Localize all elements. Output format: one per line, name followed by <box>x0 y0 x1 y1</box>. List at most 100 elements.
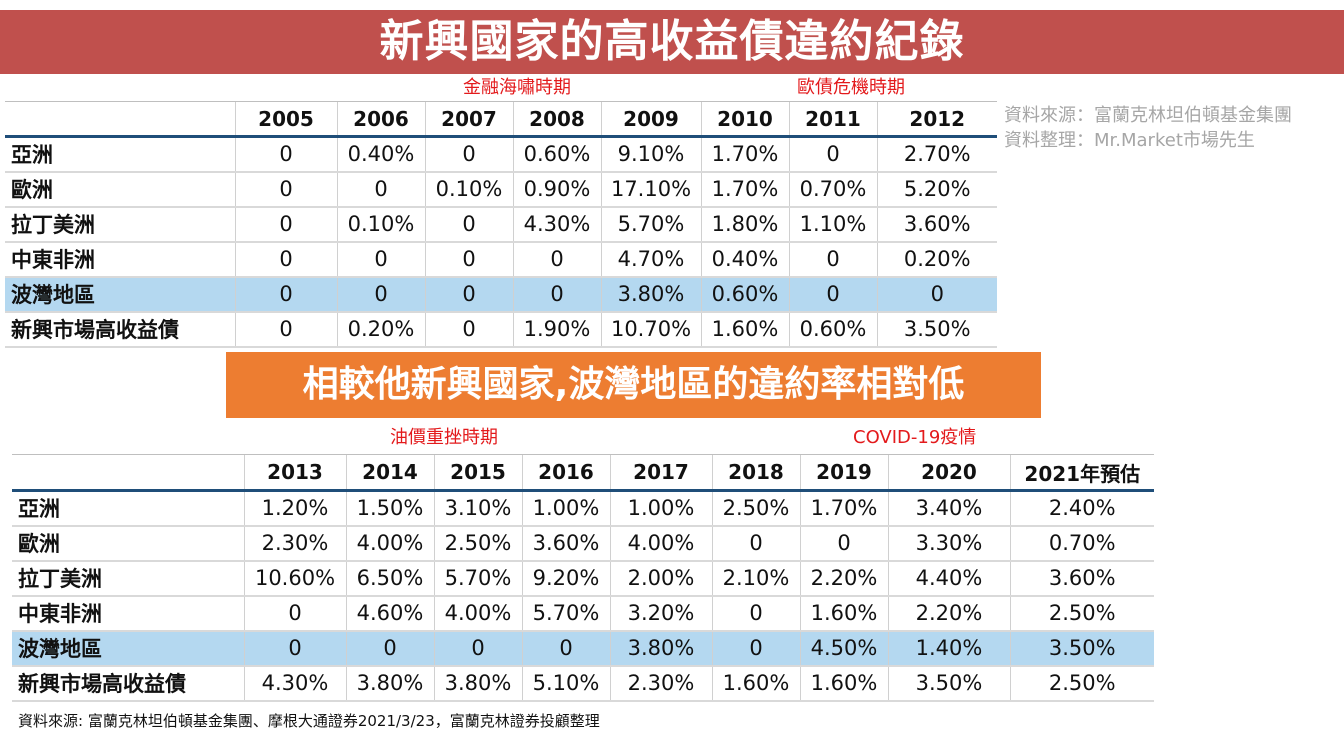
table-cell: 3.10% <box>433 490 522 527</box>
table-cell: 0 <box>336 276 425 313</box>
table-row-highlighted: 波灣地區 0 0 0 0 3.80% 0 4.50% 1.40% 3.50% <box>12 630 1154 667</box>
table-cell: 0.70% <box>788 171 877 208</box>
table-cell: 0 <box>336 171 425 208</box>
table-cell: 0 <box>424 276 513 313</box>
table-cell: 3.60% <box>1009 560 1154 597</box>
table-cell: 4.60% <box>345 595 434 632</box>
row-label: 新興市場高收益債 <box>5 311 235 348</box>
table-cell: 0 <box>424 311 513 348</box>
table-cell: 3.80% <box>609 630 712 667</box>
header-cell: 2017 <box>609 454 712 492</box>
row-label: 拉丁美洲 <box>12 560 244 597</box>
table-cell: 9.20% <box>521 560 610 597</box>
table-cell: 0 <box>711 630 800 667</box>
header-cell: 2014 <box>345 454 434 492</box>
table-cell: 2.00% <box>609 560 712 597</box>
table-row: 歐洲 2.30% 4.00% 2.50% 3.60% 4.00% 0 0 3.3… <box>12 525 1154 562</box>
table-cell: 1.90% <box>512 311 601 348</box>
footer-source-note: 資料來源: 富蘭克林坦伯頓基金集團、摩根大通證券2021/3/23，富蘭克林證券… <box>18 712 600 730</box>
table-cell: 3.60% <box>876 206 997 243</box>
header-cell <box>12 454 244 492</box>
table-cell: 17.10% <box>600 171 701 208</box>
header-cell: 2007 <box>424 101 513 138</box>
table-cell: 0 <box>711 525 800 562</box>
table-cell: 0 <box>788 136 877 173</box>
table-cell: 3.80% <box>433 665 522 702</box>
table-cell: 0.60% <box>788 311 877 348</box>
table-cell: 0.20% <box>336 311 425 348</box>
table-cell: 2.40% <box>1009 490 1154 527</box>
table-cell: 3.20% <box>609 595 712 632</box>
oil-price-slump-label: 油價重挫時期 <box>390 427 498 448</box>
header-cell: 2008 <box>512 101 601 138</box>
table-cell: 0 <box>512 276 601 313</box>
covid-label: COVID-19疫情 <box>853 427 977 448</box>
table-cell: 3.30% <box>887 525 1010 562</box>
header-cell: 2013 <box>243 454 346 492</box>
table-cell: 0 <box>788 241 877 278</box>
table-cell: 0.90% <box>512 171 601 208</box>
financial-tsunami-label: 金融海嘯時期 <box>463 77 571 98</box>
table-cell: 1.40% <box>887 630 1010 667</box>
page-title: 新興國家的高收益債違約紀錄 <box>0 10 1344 74</box>
table-cell: 2.50% <box>711 490 800 527</box>
table-cell: 4.30% <box>512 206 601 243</box>
table-cell: 0.10% <box>424 171 513 208</box>
table-cell: 0 <box>234 171 337 208</box>
table-cell: 2.50% <box>1009 595 1154 632</box>
table-cell: 3.60% <box>521 525 610 562</box>
table-cell: 2.70% <box>876 136 997 173</box>
table-header-row: 2013 2014 2015 2016 2017 2018 2019 2020 … <box>12 454 1154 492</box>
table-cell: 2.50% <box>1009 665 1154 702</box>
table-cell: 3.40% <box>887 490 1010 527</box>
table-cell: 1.10% <box>788 206 877 243</box>
table-cell: 0.10% <box>336 206 425 243</box>
row-label: 亞洲 <box>12 490 244 527</box>
table-cell: 4.40% <box>887 560 1010 597</box>
table-cell: 0 <box>234 311 337 348</box>
header-cell: 2016 <box>521 454 610 492</box>
table-cell: 3.80% <box>600 276 701 313</box>
table-row: 拉丁美洲 10.60% 6.50% 5.70% 9.20% 2.00% 2.10… <box>12 560 1154 597</box>
header-cell: 2011 <box>788 101 877 138</box>
header-cell <box>5 101 235 138</box>
table-cell: 0.60% <box>700 276 789 313</box>
table-cell: 2.20% <box>887 595 1010 632</box>
table-cell: 0 <box>243 595 346 632</box>
table-row: 中東非洲 0 0 0 0 4.70% 0.40% 0 0.20% <box>5 241 997 278</box>
table-cell: 0 <box>336 241 425 278</box>
table-header-row: 2005 2006 2007 2008 2009 2010 2011 2012 <box>5 101 997 138</box>
row-label: 新興市場高收益債 <box>12 665 244 702</box>
table-cell: 0 <box>234 276 337 313</box>
source-line: 資料來源：富蘭克林坦伯頓基金集團 <box>1004 105 1292 126</box>
table-cell: 0.40% <box>700 241 789 278</box>
table-row: 歐洲 0 0 0.10% 0.90% 17.10% 1.70% 0.70% 5.… <box>5 171 997 208</box>
table-cell: 5.70% <box>600 206 701 243</box>
row-label: 亞洲 <box>5 136 235 173</box>
table-cell: 10.70% <box>600 311 701 348</box>
table-cell: 0.40% <box>336 136 425 173</box>
table-cell: 0 <box>424 241 513 278</box>
table-cell: 2.50% <box>433 525 522 562</box>
compiler-line: 資料整理：Mr.Market市場先生 <box>1004 130 1255 151</box>
default-rate-table-2013-2021: 2013 2014 2015 2016 2017 2018 2019 2020 … <box>12 454 1154 702</box>
table-cell: 6.50% <box>345 560 434 597</box>
header-cell: 2006 <box>336 101 425 138</box>
row-label: 中東非洲 <box>12 595 244 632</box>
table-cell: 2.10% <box>711 560 800 597</box>
table-cell: 0 <box>234 206 337 243</box>
table-cell: 5.20% <box>876 171 997 208</box>
table-row-highlighted: 波灣地區 0 0 0 0 3.80% 0.60% 0 0 <box>5 276 997 313</box>
table-cell: 1.70% <box>799 490 888 527</box>
table-cell: 1.70% <box>700 136 789 173</box>
header-cell: 2005 <box>234 101 337 138</box>
table-cell: 0 <box>512 241 601 278</box>
table-cell: 0.60% <box>512 136 601 173</box>
header-cell: 2021年預估 <box>1009 454 1154 492</box>
table-row: 中東非洲 0 4.60% 4.00% 5.70% 3.20% 0 1.60% 2… <box>12 595 1154 632</box>
table-cell: 9.10% <box>600 136 701 173</box>
table-cell: 2.30% <box>243 525 346 562</box>
table-cell: 0 <box>234 136 337 173</box>
header-cell: 2018 <box>711 454 800 492</box>
header-cell: 2010 <box>700 101 789 138</box>
